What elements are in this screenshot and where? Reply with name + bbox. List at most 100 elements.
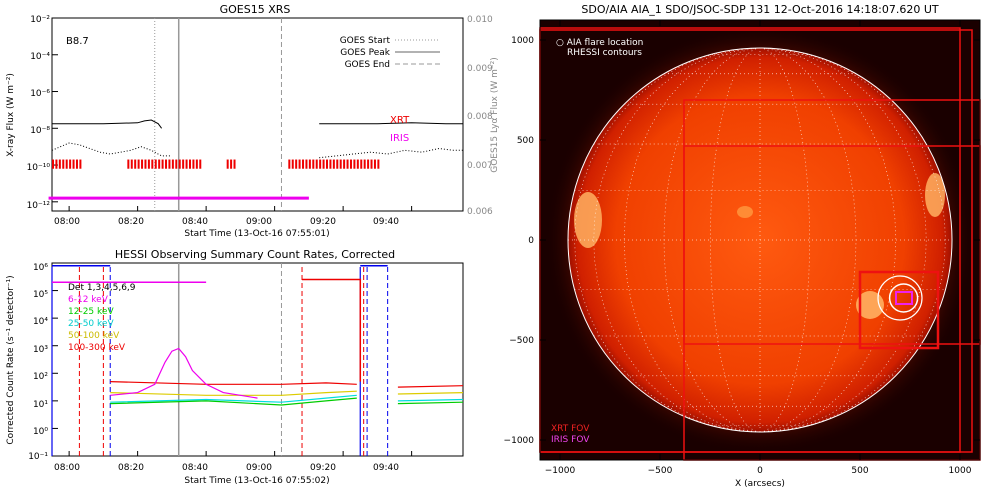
- xrt-observation-bar: [55, 159, 58, 169]
- aia-legend-aia-text: AIA flare location: [567, 38, 644, 48]
- xrt-observation-bar: [151, 159, 154, 169]
- aia-longitude-line: [759, 47, 857, 433]
- xrt-observation-bar: [161, 159, 164, 169]
- xrt-observation-bar: [326, 159, 328, 169]
- xrt-observation-bar: [79, 159, 82, 169]
- xrt-observation-bar: [189, 159, 191, 169]
- iris-label: IRIS: [390, 133, 409, 144]
- aia-xlabel: X (arcsecs): [735, 479, 785, 489]
- xrt-observation-bar: [305, 159, 308, 169]
- aia-xtick-label: 500: [851, 466, 868, 476]
- xrt-observation-bar: [175, 159, 178, 169]
- goes-xtick-labels: 08:00 08:20 08:40 09:00 09:20 09:40: [54, 217, 399, 227]
- xrt-observation-bar: [346, 159, 349, 169]
- goes-xtick-label: 08:20: [118, 217, 144, 227]
- xrt-observation-bar: [185, 159, 188, 169]
- xrt-observation-bar: [52, 159, 54, 169]
- aia-ytick-label: 0: [528, 236, 534, 246]
- hessi-xtick-label: 09:20: [310, 463, 336, 473]
- aia-active-region: [574, 192, 602, 248]
- aia-panel: SDO/AIA AIA_1 SDO/JSOC-SDP 131 12-Oct-20…: [504, 3, 981, 489]
- xrt-observation-bar: [134, 159, 137, 169]
- xrt-observation-bar: [377, 159, 380, 169]
- aia-ticks: [540, 20, 980, 460]
- goes-right-tick-labels: 0.010 0.009 0.008 0.007 0.006: [467, 15, 493, 217]
- xrt-observation-bar: [199, 159, 202, 169]
- goes-legend: GOES Start GOES Peak GOES End: [340, 36, 440, 70]
- xrt-fov-small-box: [858, 270, 940, 350]
- hessi-series-line: [110, 394, 357, 403]
- xrt-observation-bar: [165, 159, 168, 169]
- goes-right-tick-label: 0.006: [467, 207, 493, 217]
- goes-legend-start: GOES Start: [340, 36, 391, 46]
- aia-xtick-label: −500: [648, 466, 673, 476]
- aia-longitude-line: [593, 47, 761, 433]
- goes-panel: GOES15 XRS 10⁻² 10⁻⁴ 10⁻⁶ 10⁻⁸ 10⁻¹⁰ 10⁻…: [6, 3, 500, 239]
- xrt-observation-bar: [329, 159, 332, 169]
- xrt-observation-bar: [65, 159, 68, 169]
- goes-ytick-label: 10⁻⁴: [30, 52, 50, 62]
- aia-xtick-label: 0: [757, 466, 763, 476]
- hessi-ytick-label: 10⁴: [33, 317, 48, 327]
- hessi-legend-12-25: 12-25 keV: [68, 307, 114, 317]
- goes-xtick-label: 09:40: [373, 217, 399, 227]
- aia-title: SDO/AIA AIA_1 SDO/JSOC-SDP 131 12-Oct-20…: [581, 3, 939, 16]
- xrt-observation-bar: [226, 159, 229, 169]
- aia-ytick-label: −500: [509, 336, 534, 346]
- aia-ytick-label: −1000: [504, 436, 535, 446]
- aia-longitude-line: [574, 47, 761, 433]
- xrt-observation-bar: [127, 159, 130, 169]
- xrt-observation-bar: [158, 159, 161, 169]
- xrt-observation-bar: [370, 159, 373, 169]
- goes-ylabel-right: GOES15 Lyα Flux (W m⁻²): [490, 57, 500, 173]
- xrt-observation-bar: [302, 159, 305, 169]
- hessi-series-line: [110, 390, 357, 396]
- xrt-observation-bar: [137, 159, 140, 169]
- goes-ytick-label: 10⁻¹²: [27, 201, 51, 211]
- goes-ytick-labels: 10⁻² 10⁻⁴ 10⁻⁶ 10⁻⁸ 10⁻¹⁰ 10⁻¹²: [27, 15, 51, 211]
- hessi-series-line: [110, 381, 357, 385]
- xrt-observation-bar: [353, 159, 356, 169]
- aia-legend-aia: ○ AIA flare location: [556, 38, 643, 48]
- hessi-legend-50-100: 50-100 keV: [68, 331, 120, 341]
- aia-bright-regions: [574, 173, 945, 319]
- goes-ytick-label: 10⁻¹⁰: [27, 163, 51, 173]
- xrt-observation-bar: [360, 159, 363, 169]
- hessi-xtick-label: 08:20: [118, 463, 144, 473]
- hessi-ytick-label: 10⁵: [33, 290, 48, 300]
- xrt-observation-bar: [373, 159, 376, 169]
- hessi-red-step: [302, 278, 362, 382]
- goes-ticks: [52, 17, 413, 211]
- xrt-observation-bar: [144, 159, 147, 169]
- goes-right-tick-label: 0.009: [467, 64, 493, 74]
- xrt-observation-bar: [343, 159, 346, 169]
- hessi-xtick-label: 08:00: [54, 463, 80, 473]
- goes-ytick-label: 10⁻²: [30, 15, 50, 25]
- aia-ytick-label: 1000: [511, 36, 534, 46]
- aia-longitude-line: [759, 47, 897, 433]
- xrt-observation-bar: [349, 159, 352, 169]
- xrt-observation-bar: [315, 159, 318, 169]
- hessi-xtick-label: 08:40: [182, 463, 208, 473]
- hessi-xtick-label: 09:00: [246, 463, 272, 473]
- hessi-xtick-label: 09:40: [373, 463, 399, 473]
- aia-fov-label-iris: IRIS FOV: [551, 435, 590, 445]
- aia-active-region: [925, 173, 945, 217]
- goes-short-flux: [51, 142, 172, 157]
- goes-xlabel: Start Time (13-Oct-16 07:55:01): [184, 229, 329, 239]
- goes-axes-frame: [51, 17, 464, 212]
- hessi-panel: HESSI Observing Summary Count Rates, Cor…: [6, 248, 464, 486]
- hessi-xtick-labels: 08:00 08:20 08:40 09:00 09:20 09:40: [54, 463, 399, 473]
- hessi-legend: Det 1,3,4,5,6,9 6-12 keV 12-25 keV 25-50…: [68, 283, 136, 353]
- xrt-observation-bar: [312, 159, 315, 169]
- hessi-legend-100-300: 100-300 keV: [68, 343, 126, 353]
- aia-xtick-label: 1000: [949, 466, 972, 476]
- xrt-observation-bar: [72, 159, 75, 169]
- aia-fov-label-xrt: XRT FOV: [551, 424, 590, 434]
- hessi-ytick-label: 10²: [33, 372, 48, 382]
- goes-right-tick-label: 0.007: [467, 161, 493, 171]
- xrt-label: XRT: [390, 115, 410, 126]
- goes-legend-peak: GOES Peak: [340, 48, 390, 58]
